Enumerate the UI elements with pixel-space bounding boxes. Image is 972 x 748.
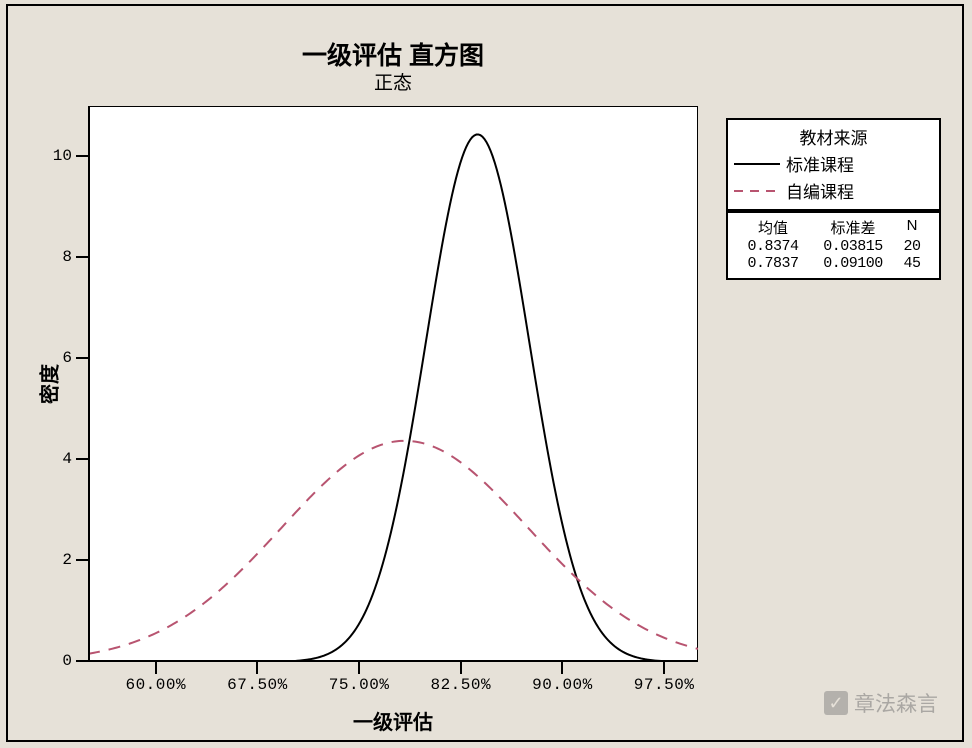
xtick-label: 82.50% (430, 676, 491, 694)
legend-swatch-dashed (734, 182, 780, 200)
watermark-text: 章法森言 (854, 688, 938, 718)
legend: 教材来源 标准课程 自编课程 (726, 118, 941, 211)
stats-header: 均值 标准差 N (728, 217, 939, 238)
legend-label: 自编课程 (786, 178, 854, 203)
xtick-label: 60.00% (125, 676, 186, 694)
plot-area (88, 106, 698, 661)
stats-col-stddev: 标准差 (812, 217, 894, 238)
ytick-label: 4 (62, 450, 72, 468)
stats-col-n: N (894, 217, 930, 238)
series-标准课程 (88, 134, 698, 662)
ytick-label: 6 (62, 349, 72, 367)
stats-row: 0.8374 0.03815 20 (728, 238, 939, 255)
stats-col-mean: 均值 (734, 217, 812, 238)
legend-item: 标准课程 (734, 151, 933, 176)
ytick-label: 0 (62, 652, 72, 670)
stats-stddev: 0.09100 (812, 255, 894, 272)
stats-table: 均值 标准差 N 0.8374 0.03815 20 0.7837 0.0910… (726, 211, 941, 280)
chart-title: 一级评估 直方图 (88, 36, 698, 72)
legend-swatch-solid (734, 155, 780, 173)
stats-n: 45 (894, 255, 930, 272)
xtick-label: 90.00% (532, 676, 593, 694)
stats-n: 20 (894, 238, 930, 255)
xtick-label: 75.00% (329, 676, 390, 694)
distribution-curves (88, 107, 698, 662)
x-axis-label: 一级评估 (88, 706, 698, 735)
y-axis: 0246810 (66, 106, 90, 662)
ytick-label: 8 (62, 248, 72, 266)
legend-label: 标准课程 (786, 151, 854, 176)
x-axis: 60.00%67.50%75.00%82.50%90.00%97.50% (88, 660, 698, 684)
chart-frame: 一级评估 直方图 正态 60.00%67.50%75.00%82.50%90.0… (6, 4, 964, 742)
series-自编课程 (88, 441, 698, 654)
chart-subtitle: 正态 (88, 68, 698, 95)
stats-row: 0.7837 0.09100 45 (728, 255, 939, 272)
legend-item: 自编课程 (734, 178, 933, 203)
watermark: ✓ 章法森言 (824, 688, 938, 718)
stats-mean: 0.8374 (734, 238, 812, 255)
ytick-label: 2 (62, 551, 72, 569)
xtick-label: 97.50% (634, 676, 695, 694)
watermark-icon: ✓ (824, 691, 848, 715)
y-axis-label: 密度 (34, 364, 63, 404)
legend-title: 教材来源 (734, 124, 933, 149)
ytick-label: 10 (53, 147, 72, 165)
stats-stddev: 0.03815 (812, 238, 894, 255)
stats-mean: 0.7837 (734, 255, 812, 272)
xtick-label: 67.50% (227, 676, 288, 694)
